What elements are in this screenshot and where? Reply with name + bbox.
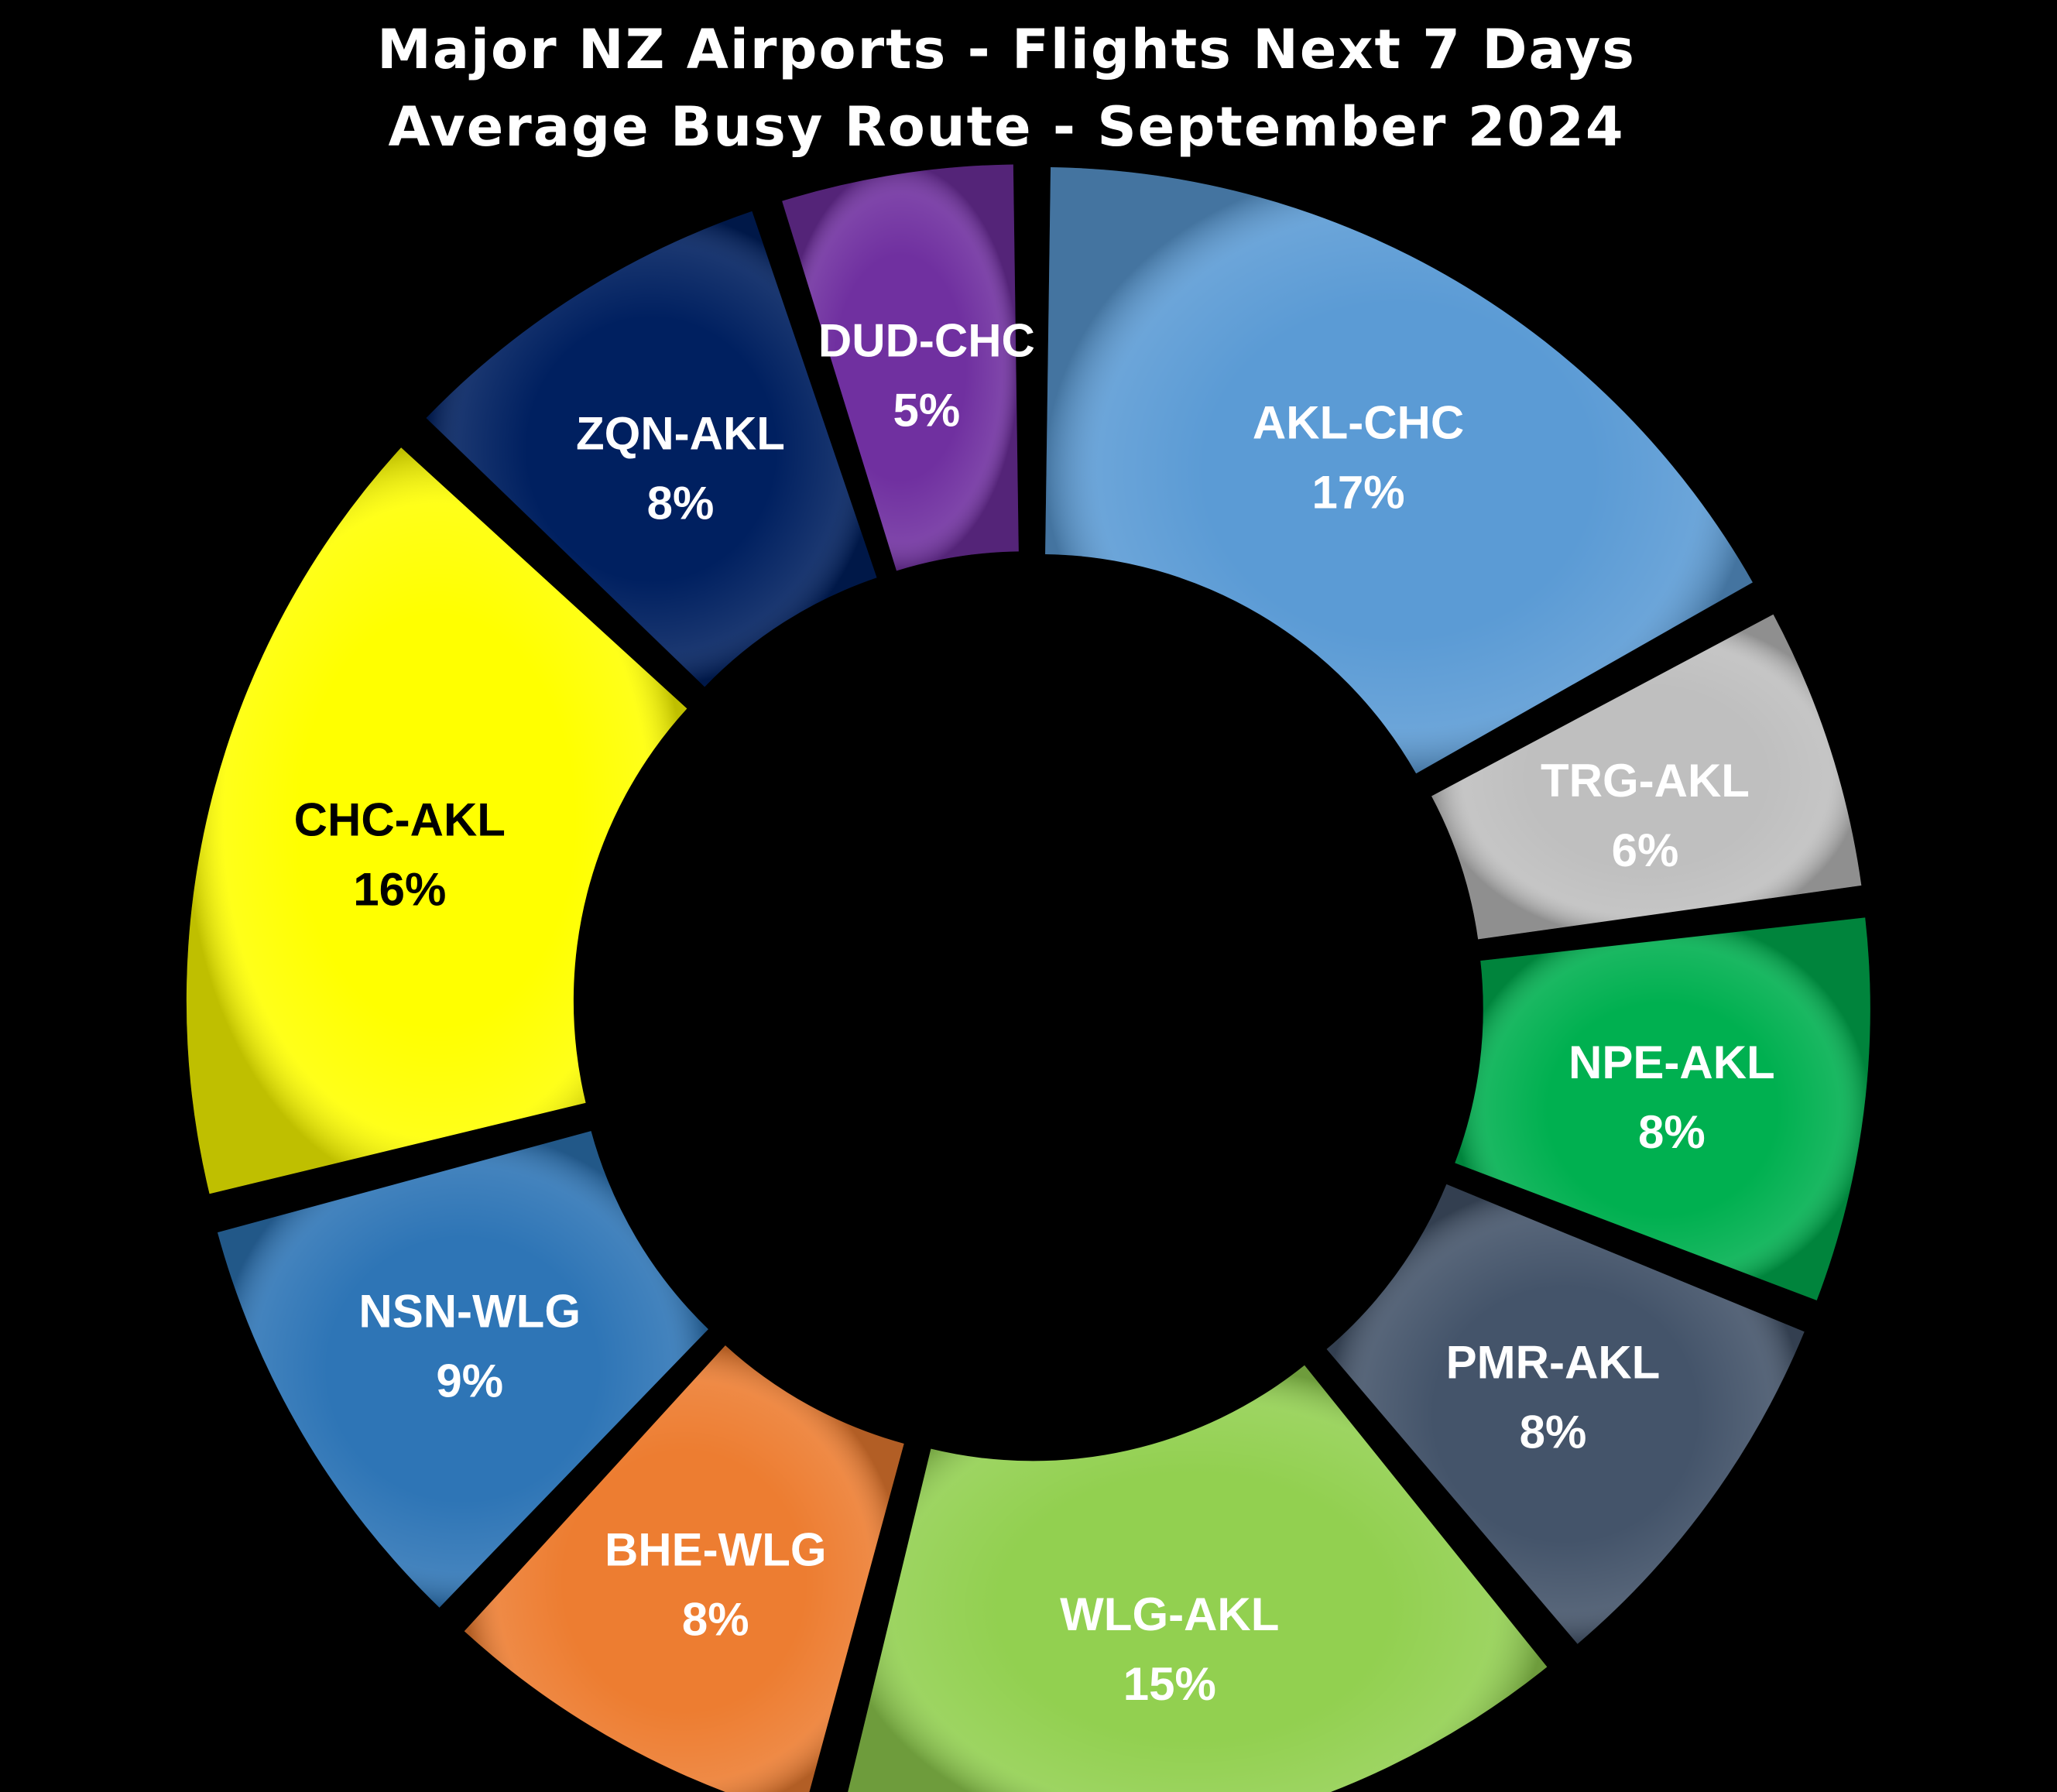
slice-labels: AKL-CHC 17% TRG-AKL 6% NPE-AKL 8% PMR-AKL 8% WLG… bbox=[294, 314, 1775, 1710]
chart-title: Major NZ Airports - Flights Next 7 Days bbox=[377, 18, 1636, 81]
slice-label-nsn-wlg: NSN-WLG bbox=[358, 1286, 581, 1338]
slice-value-akl-chc: 17% bbox=[1312, 467, 1405, 519]
slice-shading-wlg-akl bbox=[848, 1365, 1548, 1792]
slice-shading-pmr-akl bbox=[1326, 1184, 1805, 1644]
slice-value-bhe-wlg: 8% bbox=[682, 1593, 749, 1645]
slice-value-nsn-wlg: 9% bbox=[436, 1355, 503, 1407]
slice-shading-akl-chc bbox=[1045, 167, 1753, 774]
slice-label-bhe-wlg: BHE-WLG bbox=[605, 1523, 827, 1575]
slice-label-zqn-akl: ZQN-AKL bbox=[576, 407, 785, 459]
slice-label-dud-chc: DUD-CHC bbox=[818, 314, 1035, 366]
slice-value-zqn-akl: 8% bbox=[647, 477, 715, 529]
slice-value-wlg-akl: 15% bbox=[1123, 1658, 1216, 1710]
slice-value-pmr-akl: 8% bbox=[1520, 1407, 1587, 1458]
slice-shading-nsn-wlg bbox=[217, 1131, 708, 1608]
slice-value-trg-akl: 6% bbox=[1612, 824, 1679, 876]
slice-label-akl-chc: AKL-CHC bbox=[1253, 397, 1464, 449]
slice-value-npe-akl: 8% bbox=[1638, 1106, 1706, 1158]
slice-shading-chc-akl bbox=[186, 447, 687, 1194]
slice-label-chc-akl: CHC-AKL bbox=[294, 794, 506, 846]
slice-shading-dud-chc bbox=[782, 164, 1019, 571]
slice-label-trg-akl: TRG-AKL bbox=[1541, 755, 1750, 807]
slice-shading-bhe-wlg bbox=[464, 1345, 904, 1792]
donut-slices bbox=[186, 164, 1870, 1792]
slice-value-dud-chc: 5% bbox=[893, 384, 961, 436]
slice-shading-npe-akl bbox=[1455, 917, 1870, 1300]
slice-label-pmr-akl: PMR-AKL bbox=[1446, 1337, 1661, 1389]
slice-value-chc-akl: 16% bbox=[353, 864, 446, 916]
slice-shading-zqn-akl bbox=[426, 211, 877, 687]
slice-label-npe-akl: NPE-AKL bbox=[1568, 1036, 1775, 1088]
chart-subtitle: Average Busy Route - September 2024 bbox=[388, 95, 1624, 159]
slice-shading-trg-akl bbox=[1431, 614, 1862, 940]
slice-label-wlg-akl: WLG-AKL bbox=[1060, 1588, 1279, 1640]
